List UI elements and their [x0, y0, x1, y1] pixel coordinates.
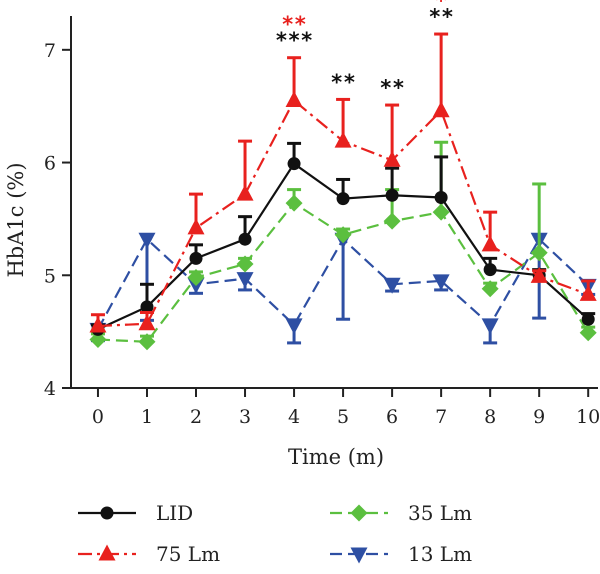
- data-point: [285, 318, 303, 335]
- legend-label: LID: [156, 501, 193, 525]
- x-tick-label: 1: [141, 406, 153, 428]
- data-point: [483, 263, 497, 277]
- data-point: [432, 203, 450, 221]
- data-point: [285, 91, 303, 108]
- legend-item-35-lm: 35 Lm: [330, 501, 472, 525]
- x-axis-label: Time (m): [288, 445, 384, 469]
- legend: LID 35 Lm 75 Lm 13 Lm: [78, 501, 472, 566]
- significance-marker: **: [379, 76, 404, 100]
- x-tick-label: 3: [239, 406, 251, 428]
- y-tick-label: 4: [44, 378, 56, 400]
- data-point: [189, 251, 203, 265]
- x-tick-label: 9: [533, 406, 545, 428]
- x-tick-label: 6: [386, 406, 398, 428]
- legend-item-75-lm: 75 Lm: [78, 542, 220, 566]
- data-point: [481, 235, 499, 252]
- legend-label: 13 Lm: [408, 542, 472, 566]
- data-point: [530, 266, 548, 283]
- data-point: [138, 232, 156, 249]
- data-point: [579, 284, 597, 301]
- y-tick-label: 7: [44, 40, 56, 62]
- x-tick-label: 10: [576, 406, 600, 428]
- plot-area: [89, 32, 597, 351]
- data-point: [140, 300, 154, 314]
- series-75-lm: [89, 32, 597, 333]
- significance-marker: *: [435, 0, 448, 13]
- data-point: [530, 244, 548, 262]
- data-point: [89, 316, 107, 333]
- data-point: [383, 277, 401, 294]
- legend-marker: [350, 504, 368, 522]
- x-tick-label: 0: [92, 406, 104, 428]
- data-point: [138, 333, 156, 351]
- data-point: [334, 226, 352, 244]
- data-point: [287, 157, 301, 171]
- data-point: [432, 274, 450, 291]
- y-tick-label: 6: [44, 153, 56, 175]
- data-point: [89, 331, 107, 349]
- data-point: [336, 192, 350, 206]
- y-ticks: 4 5 6 7: [44, 40, 71, 400]
- data-point: [334, 131, 352, 148]
- legend-item-13-lm: 13 Lm: [330, 542, 472, 566]
- data-point: [236, 255, 254, 273]
- y-axis-label: HbA1c (%): [4, 162, 28, 277]
- legend-label: 35 Lm: [408, 501, 472, 525]
- data-point: [432, 101, 450, 118]
- x-ticks: 0 1 2 3 4 5 6 7 8 9 10: [92, 388, 600, 428]
- legend-marker: [350, 547, 368, 564]
- legend-label: 75 Lm: [156, 542, 220, 566]
- y-tick-label: 5: [44, 265, 56, 287]
- x-tick-label: 4: [288, 406, 300, 428]
- significance-marker: ***: [275, 29, 313, 53]
- data-point: [579, 324, 597, 342]
- data-point: [236, 272, 254, 289]
- legend-marker: [100, 506, 114, 520]
- data-point: [434, 190, 448, 204]
- x-tick-label: 8: [484, 406, 496, 428]
- legend-marker: [98, 544, 116, 561]
- data-point: [138, 314, 156, 331]
- data-point: [581, 312, 595, 326]
- axes: [70, 16, 598, 389]
- data-point: [187, 269, 205, 287]
- significance-annotations: ******* *****: [275, 0, 454, 100]
- significance-marker: **: [428, 5, 453, 29]
- data-point: [238, 232, 252, 246]
- data-point: [383, 212, 401, 230]
- significance-marker: **: [330, 70, 355, 94]
- x-tick-label: 5: [337, 406, 349, 428]
- data-point: [236, 184, 254, 201]
- data-point: [383, 150, 401, 167]
- data-point: [385, 188, 399, 202]
- x-tick-label: 7: [435, 406, 447, 428]
- series-35-lm: [89, 140, 597, 351]
- data-point: [481, 280, 499, 298]
- x-tick-label: 2: [190, 406, 202, 428]
- data-point: [187, 218, 205, 235]
- significance-marker: **: [281, 13, 306, 37]
- data-point: [285, 194, 303, 212]
- legend-item-lid: LID: [78, 501, 193, 525]
- data-point: [481, 318, 499, 335]
